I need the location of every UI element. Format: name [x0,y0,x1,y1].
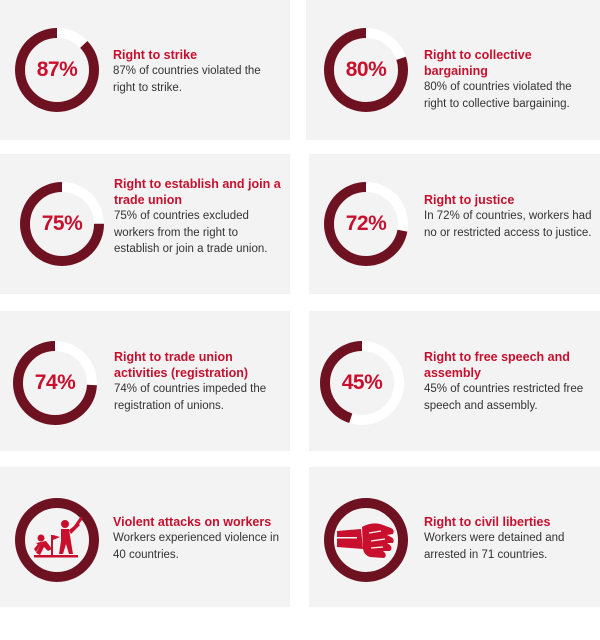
ring-progress-arc [324,28,408,112]
ring-progress-arc [20,182,104,266]
card-text: Right to establish and join a trade unio… [114,176,284,258]
card-title: Right to civil liberties [424,515,551,529]
ring-progress-arc [15,28,99,112]
card-free-speech: 45% Right to free speech and assembly 45… [309,311,600,451]
card-text: Right to civil liberties Workers were de… [424,514,594,563]
percentage-label: 80% [345,58,387,81]
ring-progress-arc [320,341,404,425]
percentage-label: 87% [36,58,78,81]
progress-ring: 72% [323,181,409,267]
card-description: In 72% of countries, workers had no or r… [424,210,592,239]
card-title: Right to free speech and assembly [424,350,570,380]
card-text: Right to strike 87% of countries violate… [113,47,283,96]
progress-ring: 45% [319,340,405,426]
card-right-to-strike: 87% Right to strike 87% of countries vio… [0,0,290,140]
card-description: Workers were detained and arrested in 71… [424,532,565,561]
card-title: Right to collective bargaining [424,48,532,78]
ring-progress-arc [324,182,408,266]
card-title: Right to establish and join a trade unio… [114,177,281,207]
raised-fist-icon [323,497,409,583]
ring-progress-arc [13,341,97,425]
card-establish-trade-union: 75% Right to establish and join a trade … [0,154,290,294]
card-title: Right to justice [424,193,515,207]
progress-ring: 74% [12,340,98,426]
violent-attack-icon [14,497,100,583]
percentage-label: 74% [34,371,76,394]
card-right-to-justice: 72% Right to justice In 72% of countries… [309,154,600,294]
card-text: Right to collective bargaining 80% of co… [424,47,594,112]
percentage-label: 75% [41,212,83,235]
card-text: Right to justice In 72% of countries, wo… [424,192,594,241]
card-description: 74% of countries impeded the registratio… [114,383,267,412]
card-title: Right to trade union activities (registr… [114,350,249,380]
card-trade-union-activities: 74% Right to trade union activities (reg… [0,311,290,451]
progress-ring: 80% [323,27,409,113]
percentage-label: 72% [345,212,387,235]
card-violent-attacks: Violent attacks on workers Workers exper… [0,467,290,607]
card-text: Right to trade union activities (registr… [114,349,284,414]
progress-ring: 75% [19,181,105,267]
card-civil-liberties: Right to civil liberties Workers were de… [309,467,600,607]
card-description: 45% of countries restricted free speech … [424,383,584,412]
card-description: 80% of countries violated the right to c… [424,81,572,110]
card-description: Workers experienced violence in 40 count… [113,532,279,561]
card-text: Violent attacks on workers Workers exper… [113,514,283,563]
card-text: Right to free speech and assembly 45% of… [424,349,594,414]
card-description: 87% of countries violated the right to s… [113,65,261,94]
card-title: Violent attacks on workers [113,515,272,529]
progress-ring: 87% [14,27,100,113]
card-description: 75% of countries excluded workers from t… [114,210,268,255]
card-title: Right to strike [113,48,198,62]
card-collective-bargaining: 80% Right to collective bargaining 80% o… [306,0,600,140]
percentage-label: 45% [341,371,383,394]
